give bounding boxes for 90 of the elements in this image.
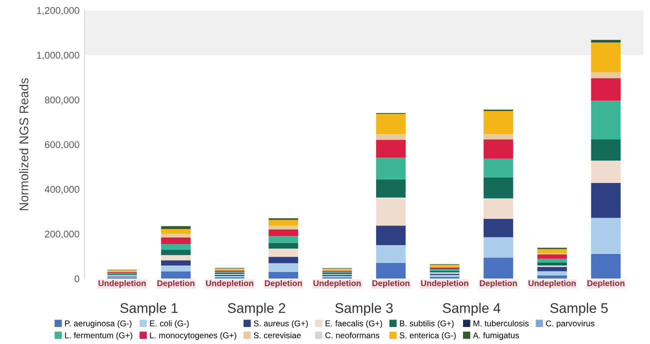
bar (591, 40, 621, 43)
bar (591, 72, 621, 78)
legend-label: C. parvovirus (546, 320, 594, 328)
bar (376, 262, 406, 279)
x-tick-label: Depletion (157, 280, 194, 288)
legend-label: S. aureus (G+) (254, 320, 308, 328)
bar (484, 139, 514, 159)
bar (376, 140, 406, 158)
legend-label: S. cerevisiae (254, 332, 301, 338)
legend-label: M. tuberculosis (474, 320, 529, 326)
bar (161, 271, 191, 279)
bar (484, 218, 514, 238)
bar (268, 226, 298, 230)
text: Sample 1 (120, 302, 178, 316)
x-tick-label: Undepletion (98, 280, 146, 288)
bar (484, 177, 514, 198)
bar (161, 244, 191, 250)
bar (376, 114, 406, 134)
bar (591, 78, 621, 101)
bar (537, 276, 567, 279)
bar (591, 100, 621, 140)
legend-label: S. enterica (G-) (400, 332, 456, 340)
bar (484, 134, 514, 140)
text: Sample 3 (335, 302, 393, 316)
bar (376, 226, 406, 246)
bar (268, 248, 298, 257)
y-tick-label: 0 (74, 275, 80, 282)
legend-label: E. coli (G-) (150, 320, 189, 328)
bar (161, 260, 191, 266)
y-tick-label: 200,000 (44, 230, 80, 239)
bar (591, 182, 621, 218)
bar (161, 229, 191, 234)
x-tick-label: Depletion (264, 280, 302, 288)
legend-label: E. faecalis (G+) (326, 320, 382, 328)
bar (591, 140, 621, 161)
legend-label: L. monocytogenes (G+) (150, 332, 236, 340)
bar (591, 218, 621, 254)
x-tick-label: Undepletion (528, 280, 576, 288)
bar (484, 237, 514, 258)
bar (537, 262, 567, 266)
x-tick-label: Undepletion (206, 280, 254, 288)
bar (268, 263, 298, 272)
bar (268, 272, 298, 279)
bar (268, 236, 298, 243)
legend-label: P. aeruginosa (G-) (65, 320, 132, 328)
bar (484, 110, 514, 134)
legend-label: C. neoformans (325, 332, 380, 338)
bar (376, 158, 406, 180)
text: Sample 2 (228, 302, 286, 316)
y-axis-title: Normolized NGS Reads (19, 78, 28, 210)
bar (537, 249, 567, 254)
y-tick-label: 800,000 (44, 96, 80, 105)
bar (161, 265, 191, 272)
bar (376, 245, 406, 263)
y-tick-label: 1,000,000 (37, 52, 80, 60)
bar (376, 134, 406, 140)
x-tick-label: Undepletion (421, 280, 468, 288)
text: Sample 5 (550, 302, 608, 316)
x-tick-label: Undepletion (314, 280, 361, 288)
bar (591, 254, 621, 279)
bar (161, 250, 191, 256)
bar (268, 256, 298, 264)
bar (484, 258, 514, 279)
bar (591, 160, 621, 183)
y-tick-label: 400,000 (44, 186, 80, 194)
bar (537, 267, 567, 272)
legend-label: B. subtilis (G+) (400, 320, 454, 328)
y-tick-label: 1,200,000 (37, 7, 80, 16)
bar (484, 198, 514, 219)
bar (161, 226, 191, 229)
text: Sample 4 (442, 302, 500, 316)
x-tick-label: Depletion (587, 280, 624, 288)
bar (268, 229, 298, 236)
legend-label: A. fumigatus (472, 332, 519, 340)
bar (376, 179, 406, 198)
y-tick-label: 600,000 (44, 141, 80, 150)
bar (268, 242, 298, 249)
legend-label: L. fermentum (G+) (65, 332, 132, 340)
bar (484, 158, 514, 178)
bar (161, 234, 191, 238)
bar (376, 197, 406, 226)
bar (161, 255, 191, 260)
bar (591, 42, 621, 72)
x-tick-label: Depletion (480, 280, 517, 288)
bar (537, 254, 567, 259)
bar (161, 238, 191, 244)
x-tick-label: Depletion (372, 280, 410, 288)
bar (537, 271, 567, 276)
bar (537, 258, 567, 262)
bar (268, 220, 298, 226)
